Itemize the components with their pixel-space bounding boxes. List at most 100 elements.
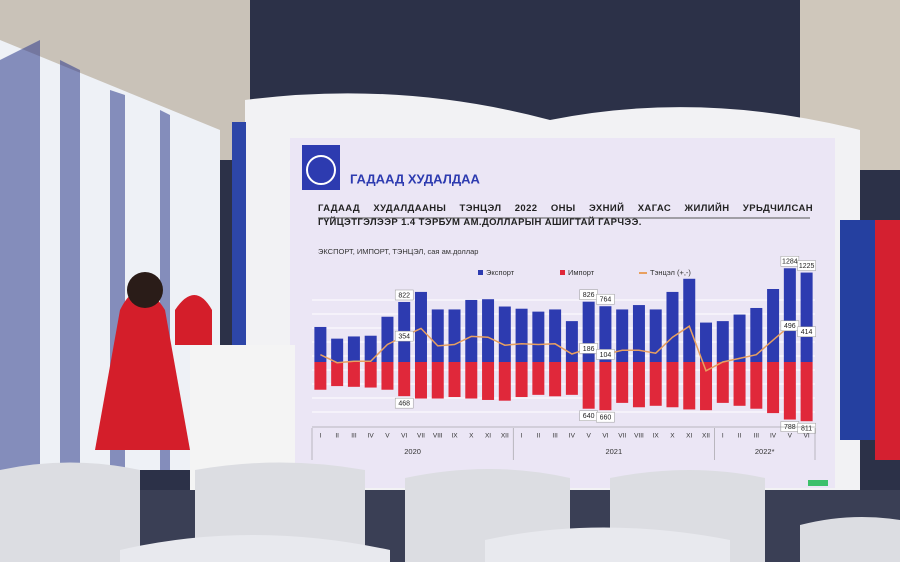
bar bbox=[616, 309, 629, 362]
bar bbox=[783, 362, 796, 420]
bar bbox=[414, 362, 427, 399]
legend-label: Тэнцэл (+,-) bbox=[650, 268, 691, 277]
bar bbox=[683, 278, 696, 362]
bar bbox=[800, 362, 813, 422]
bar bbox=[750, 362, 763, 409]
bar bbox=[700, 322, 713, 362]
flag-red bbox=[875, 220, 900, 460]
bar bbox=[482, 299, 495, 362]
bar bbox=[482, 362, 495, 400]
bar bbox=[716, 362, 729, 403]
x-tick-label: IV bbox=[368, 433, 375, 440]
bar bbox=[800, 272, 813, 362]
x-tick-label: VII bbox=[618, 433, 626, 440]
bar bbox=[733, 314, 746, 362]
screen-indicator bbox=[808, 480, 828, 486]
frame-stripe bbox=[232, 122, 246, 362]
data-label: 496 bbox=[784, 323, 796, 330]
x-tick-label: III bbox=[351, 433, 357, 440]
data-label: 104 bbox=[600, 352, 612, 359]
presenter bbox=[95, 290, 190, 450]
x-tick-label: VI bbox=[602, 433, 608, 440]
x-tick-label: VIII bbox=[433, 433, 443, 440]
x-tick-label: II bbox=[335, 433, 339, 440]
title-box: ГАДААД ХУДАЛДААНЫ ТЭНЦЭЛ 2022 ОНЫ ЭХНИЙ … bbox=[318, 203, 813, 228]
x-tick-label: X bbox=[469, 433, 474, 440]
data-label: 788 bbox=[784, 424, 796, 431]
bar bbox=[582, 362, 595, 409]
label-box bbox=[394, 330, 414, 342]
data-label: 186 bbox=[583, 346, 595, 353]
x-tick-label: III bbox=[754, 433, 760, 440]
bar bbox=[599, 306, 612, 362]
legend-label: Экспорт bbox=[486, 268, 515, 277]
label-box bbox=[780, 320, 800, 332]
data-label: 414 bbox=[801, 329, 813, 336]
chairs-front bbox=[120, 527, 730, 562]
x-tick-label: XII bbox=[702, 433, 710, 440]
bar bbox=[599, 362, 612, 411]
bar bbox=[716, 321, 729, 362]
logo bbox=[302, 145, 340, 190]
data-label: 660 bbox=[600, 415, 612, 422]
bar bbox=[632, 362, 645, 408]
subtitle: ЭКСПОРТ, ИМПОРТ, ТЭНЦЭЛ, сая ам.доллар bbox=[318, 247, 478, 256]
bar bbox=[381, 316, 394, 362]
legend-swatch bbox=[478, 270, 483, 275]
bar bbox=[632, 305, 645, 362]
label-box bbox=[394, 289, 414, 301]
bar bbox=[398, 362, 411, 397]
label-box bbox=[596, 293, 615, 305]
data-label: 354 bbox=[398, 334, 410, 341]
data-label: 826 bbox=[583, 292, 595, 299]
bar bbox=[767, 289, 780, 362]
x-tick-label: V bbox=[385, 433, 390, 440]
x-tick-label: XI bbox=[686, 433, 692, 440]
bar bbox=[465, 299, 478, 362]
x-tick-label: XII bbox=[501, 433, 509, 440]
x-tick-label: V bbox=[586, 433, 591, 440]
x-tick-label: VIII bbox=[634, 433, 644, 440]
data-label: 822 bbox=[398, 292, 410, 299]
bar bbox=[314, 326, 327, 362]
year-label: 2021 bbox=[605, 447, 622, 456]
chart-title: ГАДААД ХУДАЛДААНЫ ТЭНЦЭЛ 2022 ОНЫ ЭХНИЙ … bbox=[318, 203, 813, 228]
bar bbox=[549, 309, 562, 362]
x-tick-label: II bbox=[537, 433, 541, 440]
data-label: 468 bbox=[398, 401, 410, 408]
bar bbox=[498, 306, 511, 362]
bar bbox=[649, 362, 662, 406]
bar bbox=[364, 335, 377, 362]
x-tick-label: V bbox=[788, 433, 793, 440]
label-box bbox=[394, 397, 414, 409]
bar bbox=[532, 362, 545, 395]
bar bbox=[666, 362, 679, 408]
data-label: 1284 bbox=[782, 259, 798, 266]
x-tick-label: IX bbox=[653, 433, 660, 440]
year-label: 2022* bbox=[755, 447, 775, 456]
bar bbox=[750, 307, 763, 362]
bar bbox=[448, 309, 461, 362]
bar bbox=[314, 362, 327, 390]
header: ГАДААД ХУДАЛДАА bbox=[350, 171, 480, 186]
bar bbox=[783, 268, 796, 362]
panel-stripes bbox=[0, 40, 170, 470]
x-tick-label: XI bbox=[485, 433, 491, 440]
label-box bbox=[797, 422, 816, 434]
x-tick-label: II bbox=[738, 433, 742, 440]
bar bbox=[649, 309, 662, 362]
bar bbox=[549, 362, 562, 397]
bar bbox=[532, 311, 545, 362]
plot: Экспорт Импорт Тэнцэл (+,-) 822 468 354 826 640… bbox=[311, 256, 816, 460]
bar bbox=[465, 362, 478, 399]
bar bbox=[515, 362, 528, 398]
x-tick-label: III bbox=[552, 433, 558, 440]
label-box bbox=[797, 326, 816, 338]
x-tick-label: I bbox=[722, 433, 724, 440]
screen bbox=[290, 138, 835, 488]
x-tick-label: IV bbox=[770, 433, 777, 440]
presenter-2 bbox=[175, 295, 212, 345]
bar bbox=[616, 362, 629, 403]
